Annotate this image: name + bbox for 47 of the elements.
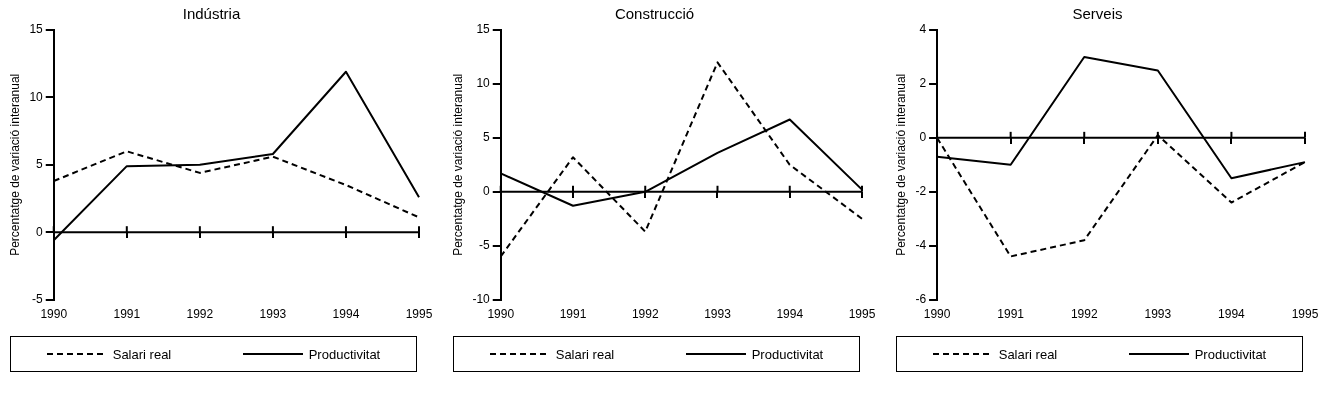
y-tick-label: -2	[915, 184, 927, 199]
x-tick-label: 1991	[113, 307, 141, 322]
y-tick-label: 10	[476, 76, 491, 91]
legend-label: Productivitat	[1194, 346, 1267, 362]
x-tick-label: 1990	[923, 307, 951, 322]
y-tick-label: 4	[919, 22, 927, 37]
y-tick-label: -5	[32, 291, 44, 306]
y-tick-label: -10	[472, 291, 491, 306]
y-tick-label: -5	[479, 237, 491, 252]
x-tick-label: 1993	[1144, 307, 1172, 322]
x-tick-label: 1991	[559, 307, 587, 322]
legend-label: Productivitat	[751, 346, 824, 362]
x-tick-label: 1992	[1070, 307, 1098, 322]
y-tick-label: 15	[476, 22, 491, 37]
legend-label: Salari real	[555, 346, 615, 362]
y-tick-label: -4	[915, 237, 927, 252]
x-tick-label: 1993	[704, 307, 732, 322]
y-axis-title: Percentatge de variació interanual	[893, 73, 908, 256]
y-tick-label: 5	[483, 130, 491, 145]
chart-title: Indústria	[182, 5, 241, 23]
x-tick-label: 1991	[997, 307, 1025, 322]
x-tick-label: 1990	[40, 307, 68, 322]
x-tick-label: 1990	[487, 307, 515, 322]
y-tick-label: 15	[29, 22, 44, 37]
y-tick-label: 10	[29, 89, 44, 104]
x-tick-label: 1995	[405, 307, 433, 322]
x-tick-label: 1992	[631, 307, 659, 322]
y-tick-label: 0	[919, 130, 927, 145]
chart-title: Serveis	[1072, 5, 1123, 23]
y-tick-label: -6	[915, 291, 927, 306]
y-tick-label: 5	[36, 157, 44, 172]
legend-label: Productivitat	[308, 346, 381, 362]
y-tick-label: 0	[36, 224, 44, 239]
y-tick-label: 0	[483, 184, 491, 199]
legend-label: Salari real	[112, 346, 172, 362]
x-tick-label: 1992	[186, 307, 214, 322]
legend-label: Salari real	[998, 346, 1058, 362]
x-tick-label: 1994	[1218, 307, 1246, 322]
y-tick-label: 2	[919, 76, 927, 91]
x-tick-label: 1995	[1291, 307, 1319, 322]
x-tick-label: 1995	[848, 307, 876, 322]
x-tick-label: 1994	[332, 307, 360, 322]
chart-title: Construcció	[614, 5, 695, 23]
x-tick-label: 1993	[259, 307, 287, 322]
y-axis-title: Percentatge de variació interanual	[7, 73, 22, 256]
x-tick-label: 1994	[776, 307, 804, 322]
y-axis-title: Percentatge de variació interanual	[450, 73, 465, 256]
